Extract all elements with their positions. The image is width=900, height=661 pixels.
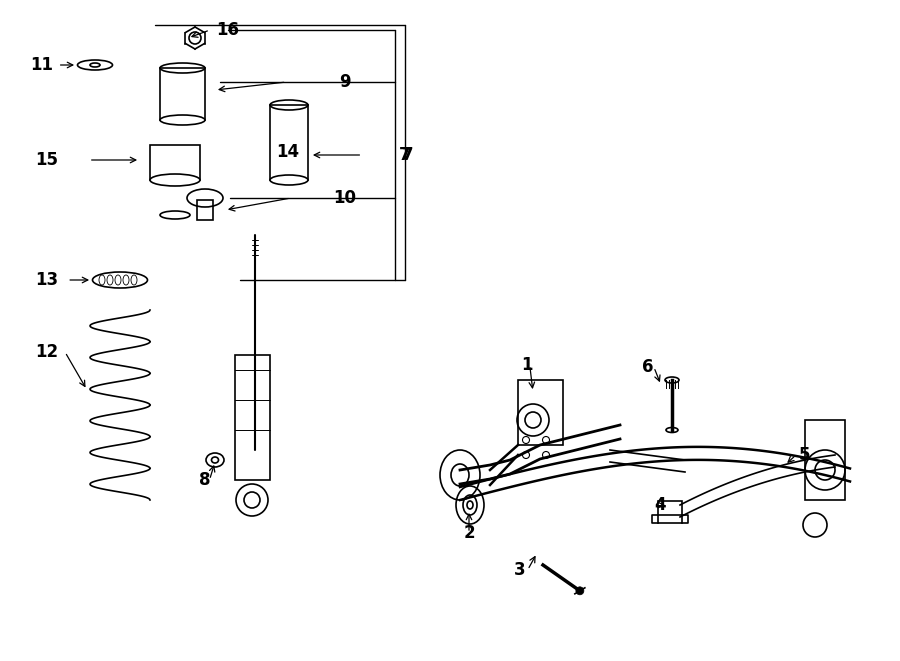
Text: 2: 2 <box>464 524 475 542</box>
Ellipse shape <box>160 211 190 219</box>
Text: 5: 5 <box>799 446 811 464</box>
Bar <box>658 501 682 523</box>
Bar <box>518 380 563 445</box>
Text: 13: 13 <box>35 271 58 289</box>
Text: 1: 1 <box>521 356 533 374</box>
Text: 12: 12 <box>35 343 58 361</box>
Ellipse shape <box>665 377 679 383</box>
Bar <box>270 105 308 180</box>
Text: 11: 11 <box>31 56 53 74</box>
Ellipse shape <box>160 115 205 125</box>
Bar <box>235 355 270 480</box>
Text: 4: 4 <box>654 496 666 514</box>
Text: 8: 8 <box>199 471 211 489</box>
Text: 9: 9 <box>339 73 351 91</box>
Ellipse shape <box>150 174 200 186</box>
Text: 10: 10 <box>334 189 356 207</box>
Ellipse shape <box>270 175 308 185</box>
Text: 16: 16 <box>217 21 239 39</box>
Text: 3: 3 <box>514 561 526 579</box>
Bar <box>197 200 213 220</box>
Bar <box>805 420 845 500</box>
Text: 14: 14 <box>276 143 300 161</box>
Text: 15: 15 <box>35 151 58 169</box>
Text: 6: 6 <box>643 358 653 376</box>
Text: 7: 7 <box>402 146 414 164</box>
Text: 7: 7 <box>400 146 410 164</box>
Circle shape <box>576 587 584 595</box>
Ellipse shape <box>666 428 678 432</box>
